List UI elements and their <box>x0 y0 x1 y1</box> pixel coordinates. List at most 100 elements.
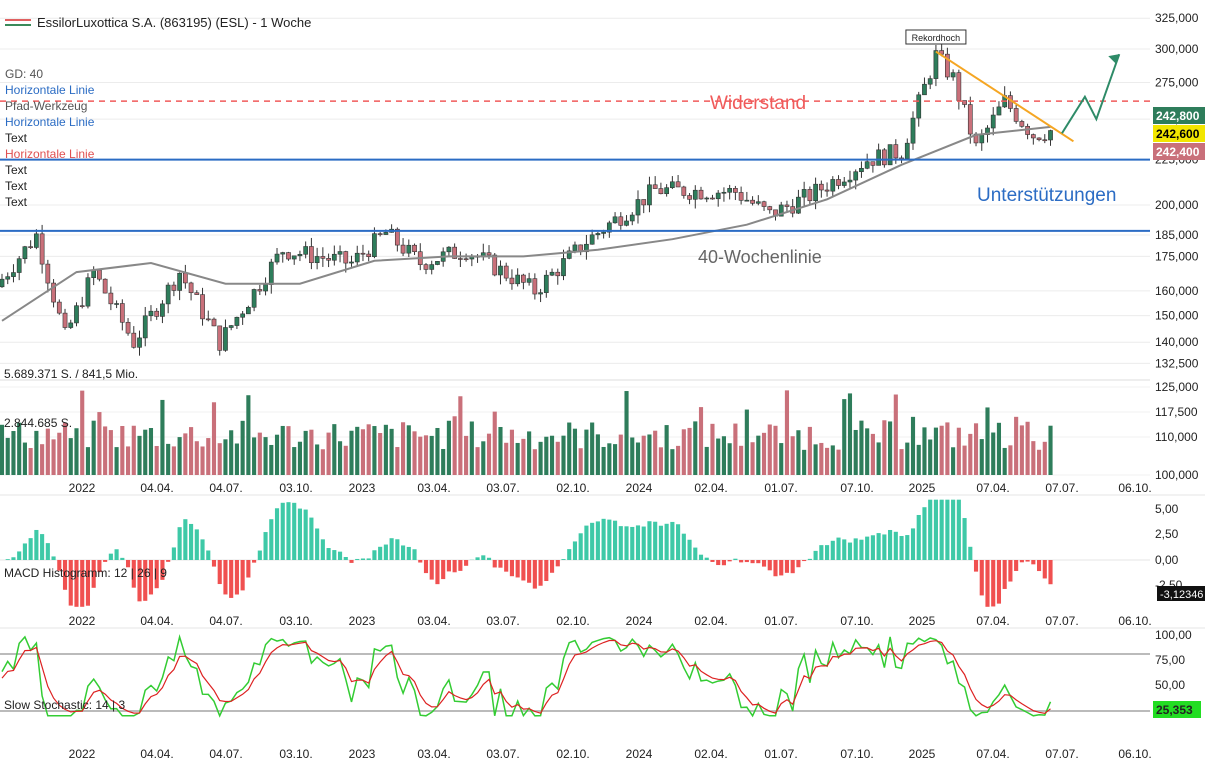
legend-item-path-tool[interactable]: Pfad-Werkzeug <box>5 99 88 113</box>
macd-bar <box>1031 560 1036 565</box>
legend-item-horizontal-line[interactable]: Horizontale Linie <box>5 115 95 129</box>
macd-bar <box>985 560 990 607</box>
volume-bar <box>28 448 33 475</box>
volume-bar <box>103 426 108 475</box>
ma40-label: 40-Wochenlinie <box>698 247 822 267</box>
macd-last-badge <box>1157 586 1205 601</box>
candle-body <box>532 278 538 295</box>
volume-bar <box>177 437 182 475</box>
macd-bar <box>1042 560 1047 579</box>
macd-bar <box>17 551 22 560</box>
legend-item-ma[interactable]: GD: 40 <box>5 67 44 81</box>
candle-body <box>108 292 114 305</box>
macd-bar <box>263 532 268 560</box>
volume-bar <box>200 446 205 475</box>
legend-item-text[interactable]: Text <box>5 163 28 177</box>
macd-bar <box>951 499 956 560</box>
candle-body <box>28 246 34 248</box>
macd-bar <box>933 499 938 560</box>
macd-bar <box>658 525 663 560</box>
macd-bar <box>956 499 961 560</box>
projection-arrowhead <box>1108 54 1120 65</box>
volume-bar <box>802 449 807 475</box>
candle-body <box>601 231 606 234</box>
x-tick-label: 03.10. <box>279 614 312 628</box>
indicator-legend: GD: 40 Horizontale Linie Pfad-Werkzeug H… <box>5 66 94 210</box>
macd-bar <box>733 558 738 560</box>
macd-bar <box>916 514 921 560</box>
macd-bar <box>538 560 543 586</box>
volume-bar <box>401 422 406 475</box>
candles <box>0 42 1053 356</box>
volume-bar <box>45 428 50 475</box>
candle-body <box>91 269 97 278</box>
macd-bar <box>859 539 864 560</box>
volume-bar <box>108 430 113 475</box>
resistance-label: Widerstand <box>710 93 806 114</box>
legend-item-text[interactable]: Text <box>5 195 28 209</box>
x-tick-label: 2022 <box>69 747 96 761</box>
candle-body <box>681 186 687 196</box>
candle-body <box>194 292 200 295</box>
candle-body <box>1048 130 1053 141</box>
candle-body <box>400 244 406 254</box>
volume-bar <box>68 438 73 475</box>
volume-bar <box>332 424 337 475</box>
candle-body <box>11 272 16 277</box>
macd-bars <box>5 499 1053 607</box>
volume-bar <box>985 407 990 475</box>
macd-bar <box>429 560 434 580</box>
legend-item-horizontal-line[interactable]: Horizontale Linie <box>5 147 95 161</box>
volume-bar <box>910 416 916 475</box>
volume-bar <box>246 395 251 475</box>
legend-item-text[interactable]: Text <box>5 131 28 145</box>
volume-bar <box>515 442 520 475</box>
macd-bar <box>756 560 761 564</box>
macd-bar <box>584 525 589 560</box>
candle-body <box>68 322 74 328</box>
volume-bar <box>836 449 841 475</box>
candle-body <box>406 244 412 254</box>
macd-bar <box>572 541 578 560</box>
x-tick-label: 07.07. <box>1045 747 1078 761</box>
volume-bar <box>681 429 686 475</box>
candle-body <box>446 246 452 253</box>
volume-bar <box>870 433 875 475</box>
volume-bar <box>1031 441 1036 475</box>
macd-bar <box>234 560 239 595</box>
candle-body <box>62 312 68 328</box>
macd-bar <box>441 560 446 580</box>
volume-tick-label: 110,000 <box>1155 430 1198 444</box>
volume-bar <box>309 429 314 475</box>
volume-bar <box>303 430 308 475</box>
candle-body <box>698 189 704 200</box>
projection-arrow <box>1061 53 1121 134</box>
candle-body <box>733 188 738 193</box>
macd-bar <box>332 550 337 560</box>
legend-item-text[interactable]: Text <box>5 179 28 193</box>
macd-bar <box>876 533 881 560</box>
volume-bar <box>154 445 159 475</box>
candle-body <box>818 183 824 191</box>
candle-body <box>572 244 578 252</box>
volume-bar <box>962 445 967 475</box>
volume-bar <box>217 443 222 475</box>
volume-bar <box>819 442 824 475</box>
macd-bar <box>177 527 182 560</box>
volume-bar <box>567 422 572 475</box>
volume-bar <box>733 423 738 475</box>
legend-item-horizontal-line[interactable]: Horizontale Linie <box>5 83 95 97</box>
macd-bar <box>189 523 194 560</box>
volume-bar <box>418 436 423 475</box>
x-tick-label: 03.04. <box>417 614 450 628</box>
candle-body <box>171 284 177 291</box>
macd-bar <box>34 529 39 560</box>
volume-bar <box>584 429 589 475</box>
candle-body <box>377 233 383 235</box>
candle-body <box>39 233 45 265</box>
volume-bar <box>57 432 62 475</box>
candle-body <box>910 117 916 144</box>
volume-bar <box>1008 445 1013 475</box>
candle-body <box>589 234 595 245</box>
